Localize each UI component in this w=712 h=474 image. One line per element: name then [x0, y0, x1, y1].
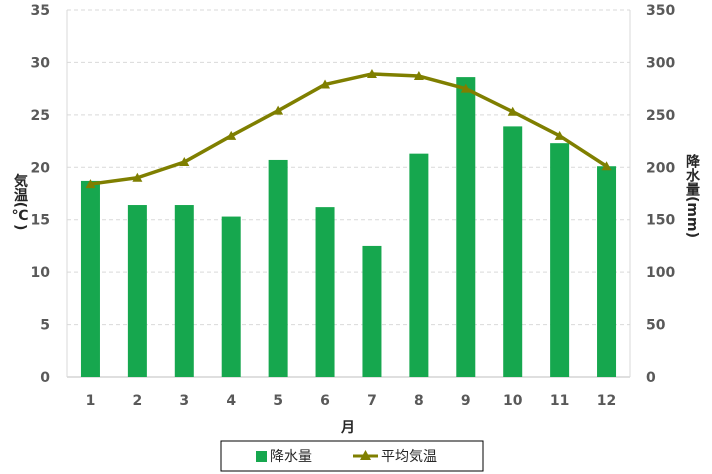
left-axis-ticks: 0 5 10 15 20 25 30 35	[31, 3, 51, 386]
bar-precip-6	[315, 207, 335, 377]
temp-marker-9	[460, 83, 471, 93]
legend-label-precip: 降水量	[270, 449, 312, 465]
left-tick-label: 30	[31, 55, 51, 71]
temperature-line	[90, 72, 608, 186]
left-tick-label: 5	[40, 318, 50, 334]
x-tick-label: 12	[597, 393, 616, 409]
temp-marker-12	[601, 161, 612, 171]
x-tick-label: 5	[273, 393, 283, 409]
temp-marker-4	[226, 130, 237, 140]
bar-precip-4	[221, 216, 241, 377]
temp-marker-1	[85, 179, 96, 189]
left-tick-label: 35	[31, 3, 50, 19]
legend-triangle-icon	[360, 450, 371, 460]
temp-marker-10	[507, 106, 518, 116]
left-tick-label: 10	[31, 265, 51, 281]
temp-marker-8	[413, 71, 424, 81]
bar-precip-11	[550, 143, 570, 377]
temp-marker-11	[554, 130, 565, 140]
gridlines	[66, 9, 631, 378]
bar-precip-3	[174, 205, 194, 377]
right-tick-label: 350	[646, 3, 675, 19]
bar-precip-1	[80, 180, 100, 377]
bar-precip-5	[268, 159, 288, 377]
legend-label-temp: 平均気温	[381, 449, 437, 465]
left-tick-label: 15	[31, 213, 50, 229]
bar-precip-12	[597, 166, 617, 377]
x-tick-label: 4	[226, 393, 236, 409]
legend-bar-swatch	[256, 451, 267, 462]
x-tick-label: 9	[461, 393, 471, 409]
x-tick-label: 7	[367, 393, 377, 409]
bar-precip-7	[362, 245, 382, 377]
right-tick-label: 300	[646, 55, 675, 71]
x-axis-ticks: 1 2 3 4 5 6 7 8 9 10 11 12	[86, 393, 617, 409]
right-tick-label: 50	[646, 318, 666, 334]
x-tick-label: 1	[86, 393, 96, 409]
legend: 降水量 平均気温	[220, 440, 484, 472]
right-tick-label: 200	[646, 160, 675, 176]
temp-marker-5	[273, 105, 284, 115]
right-axis-title: 降水量(mm)	[684, 153, 700, 238]
x-tick-label: 6	[320, 393, 330, 409]
x-axis-title: 月	[340, 420, 355, 436]
right-tick-label: 150	[646, 213, 675, 229]
line-series	[85, 68, 612, 189]
bar-precip-10	[503, 126, 523, 378]
temp-marker-3	[179, 157, 190, 167]
x-tick-label: 2	[133, 393, 143, 409]
bar-series	[80, 77, 617, 378]
x-tick-label: 8	[414, 393, 424, 409]
bar-precip-2	[127, 205, 147, 377]
x-tick-label: 3	[179, 393, 189, 409]
bar-precip-9	[456, 77, 476, 377]
right-tick-label: 0	[646, 370, 656, 386]
x-tick-label: 10	[503, 393, 523, 409]
left-tick-label: 25	[31, 108, 50, 124]
temp-marker-6	[320, 79, 331, 89]
left-axis-title: 気温(℃)	[11, 173, 28, 230]
temp-marker-2	[132, 172, 143, 182]
right-tick-label: 250	[646, 108, 675, 124]
right-tick-label: 100	[646, 265, 675, 281]
x-tick-label: 11	[550, 393, 569, 409]
bar-precip-8	[409, 153, 429, 377]
left-tick-label: 0	[40, 370, 50, 386]
right-axis-ticks: 0 50 100 150 200 250 300 350	[646, 3, 675, 386]
temp-marker-7	[366, 68, 377, 78]
left-tick-label: 20	[31, 160, 51, 176]
